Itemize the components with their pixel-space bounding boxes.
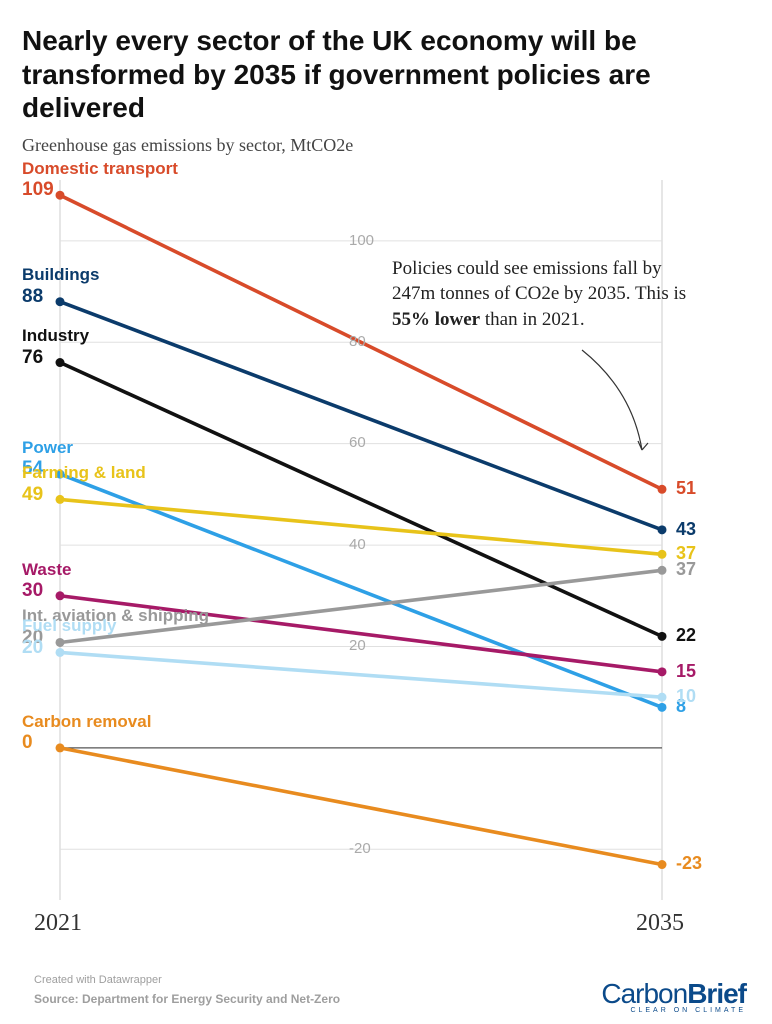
series-marker-end [658, 632, 667, 641]
slope-chart: Policies could see emissions fall by 247… [22, 170, 750, 960]
series-start-label: Waste30 [22, 560, 71, 603]
gridline-label: -20 [349, 840, 371, 857]
series-end-label: 43 [676, 519, 696, 540]
series-end-label: 51 [676, 478, 696, 499]
series-marker-end [658, 485, 667, 494]
series-end-label: 10 [676, 686, 696, 707]
series-end-label: -23 [676, 853, 702, 874]
x-axis-start: 2021 [34, 910, 82, 937]
series-start-label: Fuel supply20 [22, 616, 116, 659]
annotation-arrow [582, 350, 642, 450]
series-marker-end [658, 525, 667, 534]
series-line [60, 362, 662, 636]
credit-line: Created with Datawrapper [34, 974, 162, 986]
gridline-label: 60 [349, 434, 366, 451]
series-marker-end [658, 566, 667, 575]
series-start-label: Domestic transport109 [22, 159, 178, 202]
gridline-label: 100 [349, 232, 374, 249]
source-line: Source: Department for Energy Security a… [34, 992, 340, 1006]
series-end-label: 37 [676, 559, 696, 580]
annotation-text: Policies could see emissions fall by 247… [392, 256, 692, 333]
series-end-label: 15 [676, 661, 696, 682]
series-marker-end [658, 692, 667, 701]
gridline-label: 20 [349, 637, 366, 654]
publisher-logo: CarbonBrief CLEAR ON CLIMATE [601, 978, 746, 1014]
gridline-label: 40 [349, 536, 366, 553]
x-axis-end: 2035 [636, 910, 684, 937]
series-marker-end [658, 703, 667, 712]
series-start-label: Industry76 [22, 326, 89, 369]
series-start-label: Farming & land49 [22, 463, 146, 506]
series-start-label: Carbon removal0 [22, 712, 151, 755]
chart-subtitle: Greenhouse gas emissions by sector, MtCO… [22, 135, 750, 156]
series-end-label: 22 [676, 625, 696, 646]
series-start-label: Buildings88 [22, 265, 99, 308]
series-marker-end [658, 550, 667, 559]
chart-title: Nearly every sector of the UK economy wi… [22, 24, 750, 125]
series-marker-end [658, 860, 667, 869]
gridline-label: 80 [349, 333, 366, 350]
series-marker-end [658, 667, 667, 676]
